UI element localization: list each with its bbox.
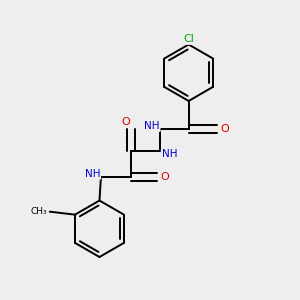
Text: CH₃: CH₃	[30, 207, 47, 216]
Text: NH: NH	[162, 149, 177, 160]
Text: O: O	[122, 117, 130, 127]
Text: Cl: Cl	[183, 34, 194, 44]
Text: O: O	[220, 124, 229, 134]
Text: O: O	[160, 172, 169, 182]
Text: NH: NH	[144, 121, 160, 131]
Text: NH: NH	[85, 169, 100, 179]
